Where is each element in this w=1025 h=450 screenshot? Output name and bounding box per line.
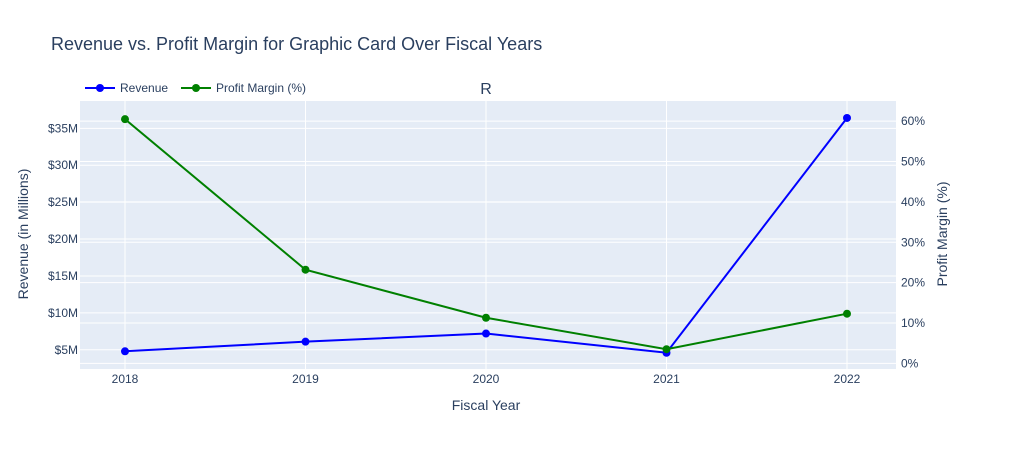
chart-title: Revenue vs. Profit Margin for Graphic Ca… (51, 34, 542, 54)
y2-axis-title: Profit Margin (%) (934, 181, 950, 286)
x-tick-label: 2019 (292, 372, 319, 386)
y2-tick-label: 50% (901, 155, 925, 169)
legend-items: Revenue Profit Margin (%) (85, 81, 306, 95)
y-tick-label: $30M (48, 158, 78, 172)
y2-tick-label: 30% (901, 235, 925, 249)
y-tick-label: $25M (48, 195, 78, 209)
y-tick-label: $10M (48, 306, 78, 320)
y2-tick-label: 60% (901, 114, 925, 128)
y-axis-title: Revenue (in Millions) (15, 169, 31, 300)
data-point (843, 309, 851, 318)
series-layer (121, 113, 851, 357)
ticks-layer: $5M $10M $15M $20M $25M $30M $35M 0% 10% 20% 30% 40… (48, 114, 925, 386)
x-axis-title: Fiscal Year (452, 397, 521, 413)
x-tick-label: 2018 (112, 372, 139, 386)
data-point (301, 337, 310, 346)
data-point (482, 313, 490, 322)
plot-area (80, 101, 896, 369)
y2-tick-label: 10% (901, 316, 925, 330)
y-tick-label: $35M (48, 121, 78, 135)
y-tick-label: $5M (55, 343, 78, 357)
data-point (301, 265, 310, 274)
legend-label: Revenue (120, 81, 168, 95)
y-tick-label: $20M (48, 232, 78, 246)
data-point (843, 113, 851, 122)
legend-marker (192, 84, 200, 92)
x-tick-label: 2021 (653, 372, 680, 386)
y2-tick-label: 0% (901, 356, 919, 370)
data-point (121, 115, 129, 124)
chart-subtitle: R (480, 81, 492, 98)
y2-tick-label: 20% (901, 276, 925, 290)
legend-label: Profit Margin (%) (216, 81, 306, 95)
data-point (121, 347, 129, 356)
legend-marker (96, 84, 104, 92)
y-tick-label: $15M (48, 269, 78, 283)
x-tick-label: 2020 (473, 372, 500, 386)
x-tick-label: 2022 (834, 372, 861, 386)
y2-tick-label: 40% (901, 195, 925, 209)
grid (80, 101, 896, 369)
data-point (662, 345, 671, 354)
data-point (482, 329, 490, 338)
